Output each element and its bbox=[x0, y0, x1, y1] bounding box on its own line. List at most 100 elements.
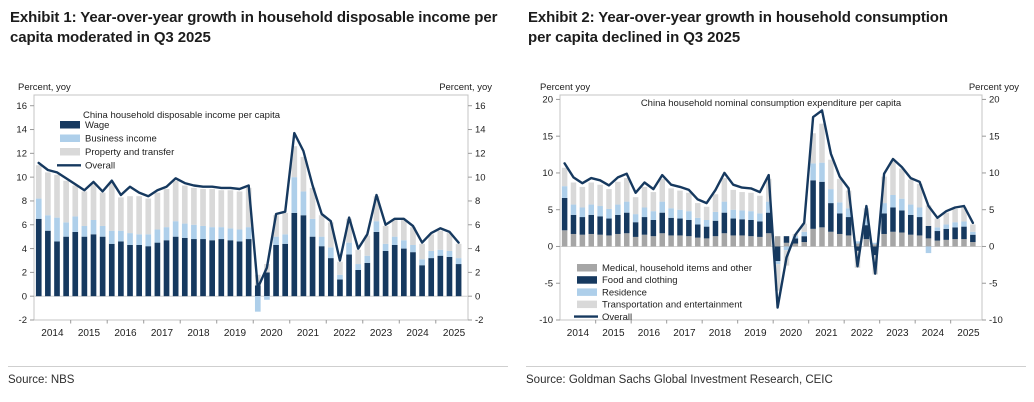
bar-segment bbox=[446, 256, 453, 297]
bar-segment bbox=[943, 228, 949, 240]
bar-segment bbox=[191, 187, 197, 225]
bar-segment bbox=[364, 262, 371, 297]
bar-segment bbox=[428, 258, 435, 297]
bar-segment bbox=[952, 208, 958, 223]
x-year-label: 2018 bbox=[709, 328, 732, 339]
bar-segment bbox=[890, 231, 896, 247]
bar-segment bbox=[765, 233, 772, 247]
legend-label: Medical, household items and other bbox=[602, 263, 752, 274]
bar-segment bbox=[934, 218, 941, 228]
bar-segment bbox=[282, 243, 289, 297]
bar-segment bbox=[327, 222, 334, 248]
bar-segment bbox=[181, 185, 188, 224]
legend-label: Residence bbox=[602, 287, 647, 298]
bar-segment bbox=[828, 159, 834, 190]
bar-segment bbox=[118, 197, 124, 231]
bar-segment bbox=[373, 231, 380, 297]
y-tick-label: 2 bbox=[22, 268, 27, 279]
bar-segment bbox=[934, 240, 941, 247]
bar-segment bbox=[346, 254, 352, 297]
bar-segment bbox=[35, 218, 42, 297]
bar-segment bbox=[81, 225, 88, 237]
bar-segment bbox=[712, 211, 719, 221]
bar-segment bbox=[961, 207, 967, 222]
bar-segment bbox=[200, 225, 206, 240]
y-tick-label: -10 bbox=[539, 315, 553, 326]
bar-segment bbox=[337, 279, 343, 297]
bar-segment bbox=[72, 216, 79, 232]
bar-segment bbox=[282, 212, 289, 235]
bar-segment bbox=[446, 233, 453, 251]
y-tick-label: 10 bbox=[475, 172, 486, 183]
bar-segment bbox=[90, 183, 97, 220]
bar-segment bbox=[191, 224, 197, 240]
bar-segment bbox=[694, 237, 701, 247]
bar-segment bbox=[783, 236, 790, 243]
bar-segment bbox=[810, 133, 816, 164]
bar-segment bbox=[291, 177, 298, 213]
bar-segment bbox=[364, 255, 371, 263]
bar-segment bbox=[145, 246, 152, 297]
x-year-label: 2021 bbox=[297, 328, 320, 339]
bar-segment bbox=[99, 225, 106, 237]
axis-unit-label-right: Percent yoy bbox=[969, 82, 1019, 93]
bar-segment bbox=[961, 221, 967, 227]
y-tick-label: 0 bbox=[548, 242, 553, 253]
bar-segment bbox=[382, 243, 389, 251]
bar-segment bbox=[694, 217, 701, 225]
x-year-label: 2023 bbox=[370, 328, 393, 339]
bar-segment bbox=[801, 231, 807, 237]
bar-segment bbox=[712, 194, 719, 212]
bar-segment bbox=[181, 223, 188, 238]
bar-segment bbox=[561, 230, 568, 247]
bar-segment bbox=[632, 214, 639, 223]
bar-segment bbox=[282, 234, 289, 244]
divider bbox=[526, 366, 1026, 367]
x-year-label: 2023 bbox=[886, 328, 909, 339]
bar-segment bbox=[291, 146, 298, 178]
y-tick-label: -5 bbox=[545, 278, 553, 289]
bar-segment bbox=[355, 264, 362, 270]
axis-unit-label-right: Percent, yoy bbox=[439, 82, 492, 93]
bar-segment bbox=[836, 202, 843, 214]
bar-segment bbox=[437, 249, 444, 256]
bar-segment bbox=[907, 234, 914, 247]
bar-segment bbox=[828, 189, 834, 204]
y-tick-label: 15 bbox=[989, 131, 1000, 142]
bar-segment bbox=[845, 235, 852, 247]
bar-segment bbox=[748, 192, 754, 212]
bar-segment bbox=[712, 220, 719, 237]
y-tick-label: 6 bbox=[22, 220, 27, 231]
bar-segment bbox=[606, 218, 612, 236]
bar-segment bbox=[668, 188, 674, 209]
bar-segment bbox=[943, 239, 949, 247]
bar-segment bbox=[245, 227, 252, 240]
x-year-label: 2015 bbox=[602, 328, 625, 339]
bar-segment bbox=[774, 261, 781, 265]
bar-segment bbox=[163, 189, 170, 228]
y-tick-label: 6 bbox=[475, 220, 480, 231]
bar-segment bbox=[819, 123, 825, 163]
bar-segment bbox=[136, 196, 142, 235]
bar-segment bbox=[632, 236, 639, 247]
bar-segment bbox=[703, 238, 710, 247]
bar-segment bbox=[300, 215, 307, 297]
y-tick-label: 4 bbox=[475, 244, 480, 255]
exhibit-1: Exhibit 1: Year-over-year growth in hous… bbox=[6, 0, 516, 402]
y-tick-label: 0 bbox=[475, 291, 480, 302]
bar-segment bbox=[623, 212, 630, 234]
bar-segment bbox=[291, 212, 298, 297]
legend-swatch bbox=[577, 264, 597, 272]
bar-segment bbox=[382, 225, 389, 244]
x-year-label: 2021 bbox=[815, 328, 838, 339]
bar-segment bbox=[739, 219, 745, 236]
bar-segment bbox=[81, 236, 88, 297]
bar-segment bbox=[686, 211, 692, 220]
bar-segment bbox=[218, 190, 225, 228]
y-tick-label: 5 bbox=[548, 205, 553, 216]
bar-segment bbox=[327, 258, 334, 297]
legend-label: Overall bbox=[85, 161, 115, 172]
bar-segment bbox=[907, 179, 914, 205]
bar-segment bbox=[327, 247, 334, 259]
